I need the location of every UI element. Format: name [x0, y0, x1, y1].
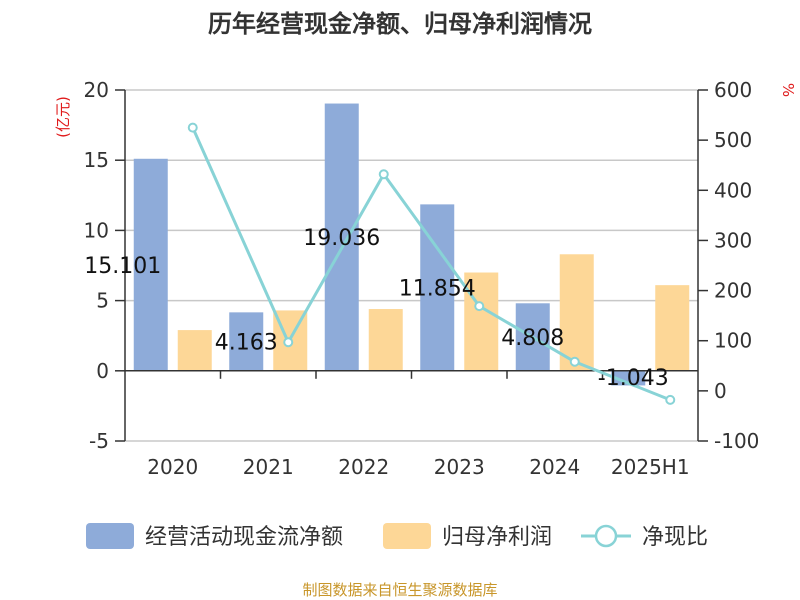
legend-label-net-profit: 归母净利润 [442, 525, 552, 550]
ratio-line [187, 122, 676, 405]
ratio-point [378, 169, 389, 180]
bar-net-profit [655, 285, 690, 371]
ratio-point [665, 394, 676, 405]
legend-label-cash-flow: 经营活动现金流净额 [145, 525, 343, 550]
right-axis-unit: % [779, 83, 797, 97]
bar-cash-flow [133, 158, 168, 371]
right-tick-label: 100 [714, 329, 752, 353]
right-tick-label: 400 [714, 178, 752, 202]
right-tick-label: 300 [714, 228, 752, 252]
ratio-point [569, 356, 580, 367]
right-tick-label: 500 [714, 128, 752, 152]
bar-net-profit [559, 254, 594, 371]
chart-title: 历年经营现金净额、归母净利润情况 [208, 10, 592, 38]
left-tick-label: 10 [84, 218, 109, 242]
bar-net-profit [177, 330, 212, 371]
legend-marker-ratio [594, 524, 618, 548]
source-note: 制图数据来自恒生聚源数据库 [302, 581, 497, 599]
x-tick-label: 2025H1 [611, 455, 690, 479]
ratio-series-line [191, 126, 671, 402]
cash-flow-data-label: -1.043 [598, 366, 669, 391]
left-tick-label: -5 [89, 429, 109, 453]
legend: 经营活动现金流净额 归母净利润 净现比 [86, 523, 708, 550]
x-tick-label: 2021 [243, 455, 294, 479]
x-tick-label: 2022 [338, 455, 389, 479]
cash-flow-data-label: 19.036 [303, 226, 380, 251]
left-tick-label: 0 [96, 359, 109, 383]
bar-net-profit [464, 272, 499, 371]
left-tick-label: 5 [96, 289, 109, 313]
bar-net-profit [368, 309, 403, 371]
right-tick-label: 200 [714, 279, 752, 303]
left-tick-label: 15 [84, 148, 109, 172]
right-tick-label: -100 [714, 429, 759, 453]
cash-flow-data-label: 15.101 [84, 254, 161, 279]
legend-swatch-cash-flow [86, 523, 134, 549]
bar-cash-flow [611, 370, 646, 386]
cash-flow-data-label: 11.854 [399, 277, 476, 302]
legend-label-ratio: 净现比 [642, 525, 708, 550]
ratio-point [187, 122, 198, 133]
right-tick-label: 600 [714, 78, 752, 102]
bars [133, 103, 690, 386]
legend-swatch-net-profit [383, 523, 431, 549]
cash-flow-data-label: 4.163 [215, 331, 278, 356]
cash-flow-data-label: 4.808 [501, 326, 564, 351]
bar-cash-flow [229, 312, 264, 371]
data-labels: 15.101 4.163 19.036 11.854 4.808 -1.043 [84, 226, 668, 391]
x-tick-label: 2024 [529, 455, 580, 479]
ratio-point [474, 301, 485, 312]
x-tick-label: 2023 [434, 455, 485, 479]
left-axis-unit: (亿元) [54, 96, 72, 138]
right-tick-label: 0 [714, 379, 727, 403]
axes: -5 0 5 10 15 20 -100 0 100 200 300 400 500 600 2020 202… [54, 78, 797, 479]
ratio-point [283, 337, 294, 348]
left-tick-label: 20 [84, 78, 109, 102]
x-tick-label: 2020 [147, 455, 198, 479]
bar-cash-flow [324, 103, 359, 371]
